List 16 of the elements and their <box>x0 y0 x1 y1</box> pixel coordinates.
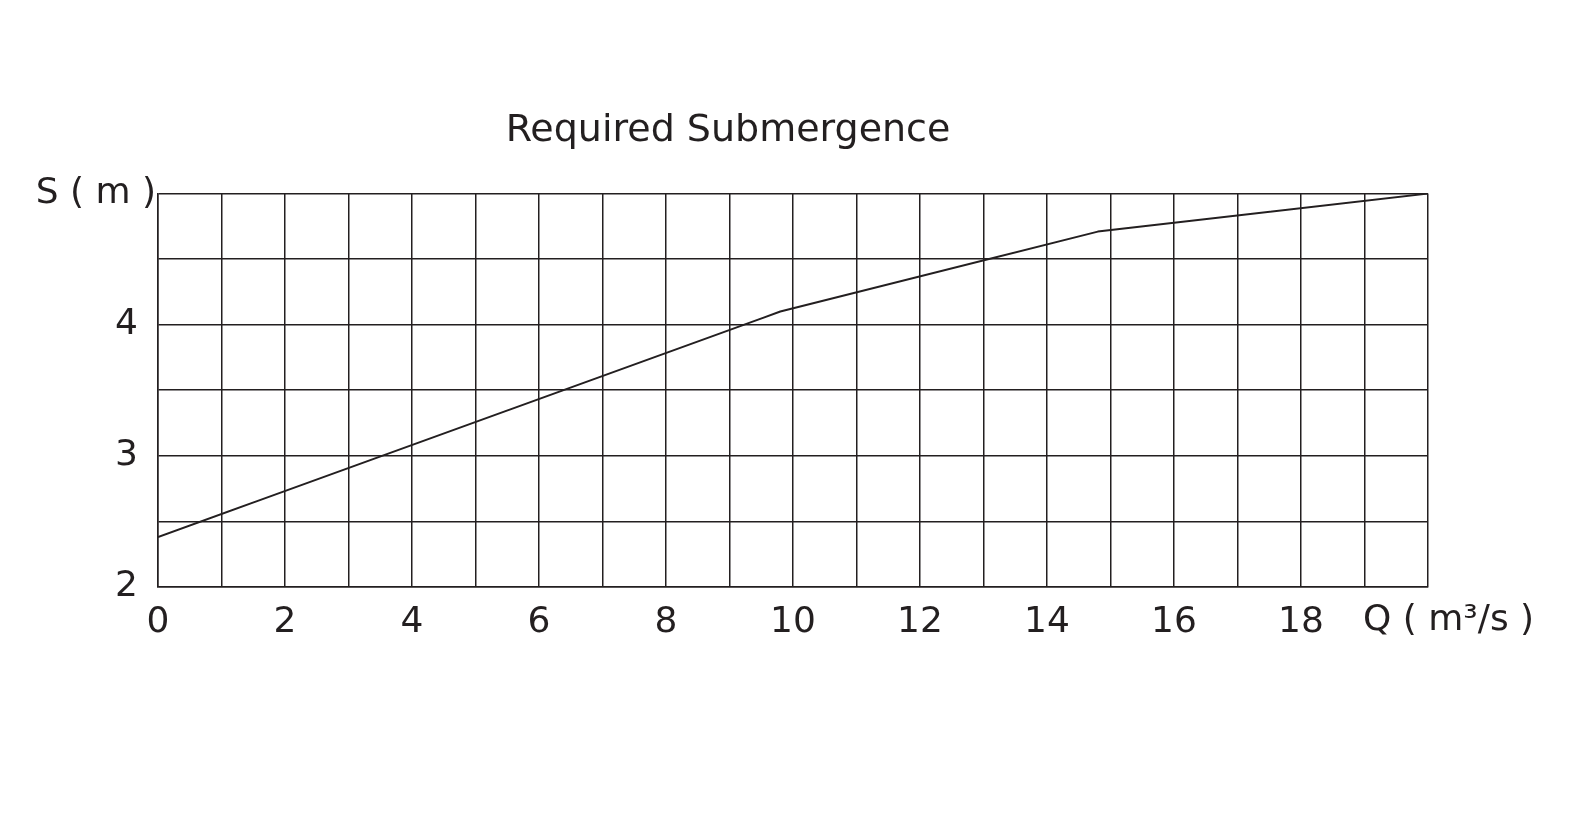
x-tick-label: 4 <box>400 598 424 640</box>
y-axis-title: S ( m ) <box>35 169 156 211</box>
x-tick-label: 14 <box>1024 598 1070 640</box>
x-tick-label: 18 <box>1278 598 1324 640</box>
x-tick-label: 16 <box>1151 598 1197 640</box>
x-tick-label: 2 <box>273 598 297 640</box>
x-tick-label: 10 <box>770 598 816 640</box>
y-tick-label: 4 <box>115 301 138 343</box>
y-tick-label: 3 <box>115 432 138 474</box>
x-tick-label: 6 <box>527 598 551 640</box>
chart-title: Required Submergence <box>505 105 951 150</box>
x-tick-label: 0 <box>146 598 170 640</box>
y-tick-label: 2 <box>115 563 138 605</box>
x-tick-label: 12 <box>897 598 943 640</box>
x-tick-label: 8 <box>654 598 678 640</box>
x-axis-title: Q ( m³/s ) <box>1363 597 1535 639</box>
